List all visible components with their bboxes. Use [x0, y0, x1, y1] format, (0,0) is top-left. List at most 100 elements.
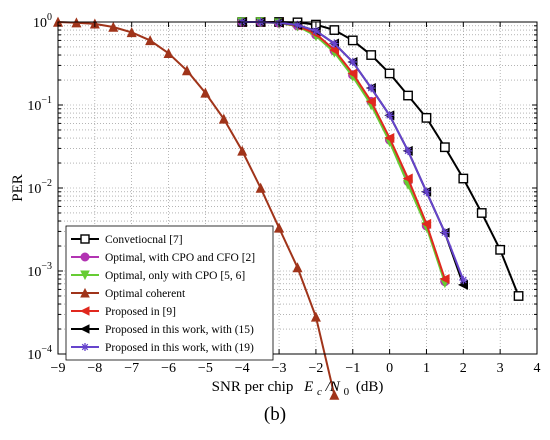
legend-item: Optimal, only with CPO [5, 6]	[71, 270, 245, 282]
marker-triangle-up	[200, 87, 211, 98]
legend-item: Proposed in this work, with (15)	[71, 324, 254, 336]
marker-triangle-up	[108, 21, 119, 32]
legend-box	[65, 225, 274, 361]
y-tick-label: 100	[33, 12, 52, 31]
marker-star-stroke	[330, 40, 338, 47]
x-axis-title-mid: /N	[325, 379, 341, 395]
marker-star-stroke	[459, 276, 467, 284]
y-tick-base: 10	[27, 182, 41, 197]
marker-triangle-left	[384, 133, 395, 144]
x-tick-label: 1	[423, 361, 430, 376]
series-7	[238, 17, 468, 285]
legend-label: Proposed in this work, with (15)	[105, 324, 254, 336]
marker-star	[440, 228, 450, 237]
marker-star-stroke	[294, 21, 301, 29]
marker-triangle-up	[274, 222, 285, 233]
marker-square	[476, 208, 487, 218]
grid	[57, 22, 538, 355]
y-tick-exponent: −3	[41, 261, 52, 272]
marker-triangle-up	[71, 17, 82, 28]
marker-triangle-up	[255, 182, 266, 193]
x-tick-label: 0	[386, 361, 393, 376]
marker-star	[330, 39, 339, 48]
marker-triangle-up	[145, 35, 156, 46]
legend-item: Optimal coherent	[71, 287, 186, 300]
marker-star-stroke	[81, 343, 89, 351]
marker-triangle-up	[163, 47, 174, 58]
legend-label: Optimal coherent	[105, 288, 186, 300]
x-axis-title-unit: (dB)	[356, 379, 384, 395]
y-tick-label: 10−1	[27, 95, 52, 114]
marker-star-stroke	[367, 84, 375, 92]
x-axis-title-sub1: c	[317, 386, 322, 398]
marker-triangle-up	[310, 311, 321, 322]
legend-label: Optimal, only with CPO [5, 6]	[105, 270, 245, 282]
marker-star-stroke	[386, 111, 394, 119]
marker-star	[403, 146, 413, 156]
marker-square	[495, 244, 506, 255]
series-4	[52, 16, 340, 400]
y-tick-label: 10−3	[27, 261, 52, 280]
legend: Convetiocnal [7] Optimal, with CPO and CF…	[65, 225, 274, 361]
marker-star-stroke	[423, 188, 430, 196]
y-tick-label: 10−4	[27, 344, 52, 363]
marker-star	[459, 275, 468, 285]
x-tick-label: 3	[497, 361, 504, 376]
marker-star	[366, 83, 376, 93]
x-axis-title-sub2: 0	[344, 386, 350, 398]
marker-triangle-up	[292, 262, 303, 273]
marker-square	[421, 112, 432, 123]
marker-triangle-up	[126, 27, 137, 38]
x-tick-label: −2	[308, 361, 323, 376]
marker-triangle-up	[237, 145, 248, 156]
y-tick-exponent: −2	[41, 178, 52, 189]
marker-star-stroke	[404, 147, 412, 155]
marker-triangle-up	[218, 113, 229, 124]
x-tick-label: −1	[345, 361, 360, 376]
x-axis-title-math: E	[303, 379, 313, 395]
x-axis-title: SNR per chip E c /N 0 (dB)	[212, 379, 384, 399]
y-tick-base: 10	[27, 265, 41, 280]
legend-label: Proposed in this work, with (19)	[105, 342, 254, 354]
y-tick-base: 10	[27, 99, 41, 114]
legend-item: Optimal, with CPO and CFO [2]	[71, 252, 255, 264]
y-tick-exponent: −1	[41, 95, 52, 106]
x-tick-labels: −9 −8 −7 −6 −5 −4 −3 −2 −1 0 1 2 3 4	[51, 361, 541, 376]
y-tick-base: 10	[27, 348, 41, 363]
marker-star	[422, 187, 431, 196]
legend-label: Optimal, with CPO and CFO [2]	[105, 252, 255, 264]
legend-item: Proposed in [9]	[71, 306, 176, 318]
legend-label: Convetiocnal [7]	[105, 234, 183, 246]
y-tick-exponent: −4	[41, 344, 52, 355]
marker-triangle-left	[439, 274, 450, 285]
marker-triangle-up	[181, 65, 192, 76]
series-line	[57, 21, 336, 396]
y-tick-base: 10	[33, 16, 47, 31]
marker-triangle-left	[421, 218, 432, 229]
x-tick-label: −4	[235, 361, 250, 376]
x-tick-label: −5	[198, 361, 213, 376]
marker-star	[81, 343, 89, 351]
marker-triangle-left	[365, 96, 376, 107]
marker-star-stroke	[441, 229, 449, 237]
x-tick-label: 4	[534, 361, 541, 376]
marker-star	[311, 26, 321, 36]
marker-square	[403, 90, 413, 101]
marker-star-stroke	[312, 27, 320, 35]
marker-square	[329, 25, 340, 35]
x-tick-label: 2	[460, 361, 467, 376]
marker-triangle-up	[80, 287, 90, 298]
y-axis-title: PER	[10, 174, 26, 202]
marker-square	[366, 50, 377, 60]
y-tick-exponent: 0	[47, 12, 52, 23]
marker-triangle-left	[329, 44, 340, 56]
x-axis-title-text: SNR per chip	[212, 379, 294, 395]
marker-square	[439, 142, 450, 153]
marker-star-stroke	[349, 58, 357, 66]
legend-label: Proposed in [9]	[105, 306, 176, 318]
x-tick-label: −3	[272, 361, 287, 376]
y-tick-label: 10−2	[27, 178, 52, 197]
marker-triangle-up	[329, 389, 340, 400]
x-tick-label: −9	[51, 361, 66, 376]
